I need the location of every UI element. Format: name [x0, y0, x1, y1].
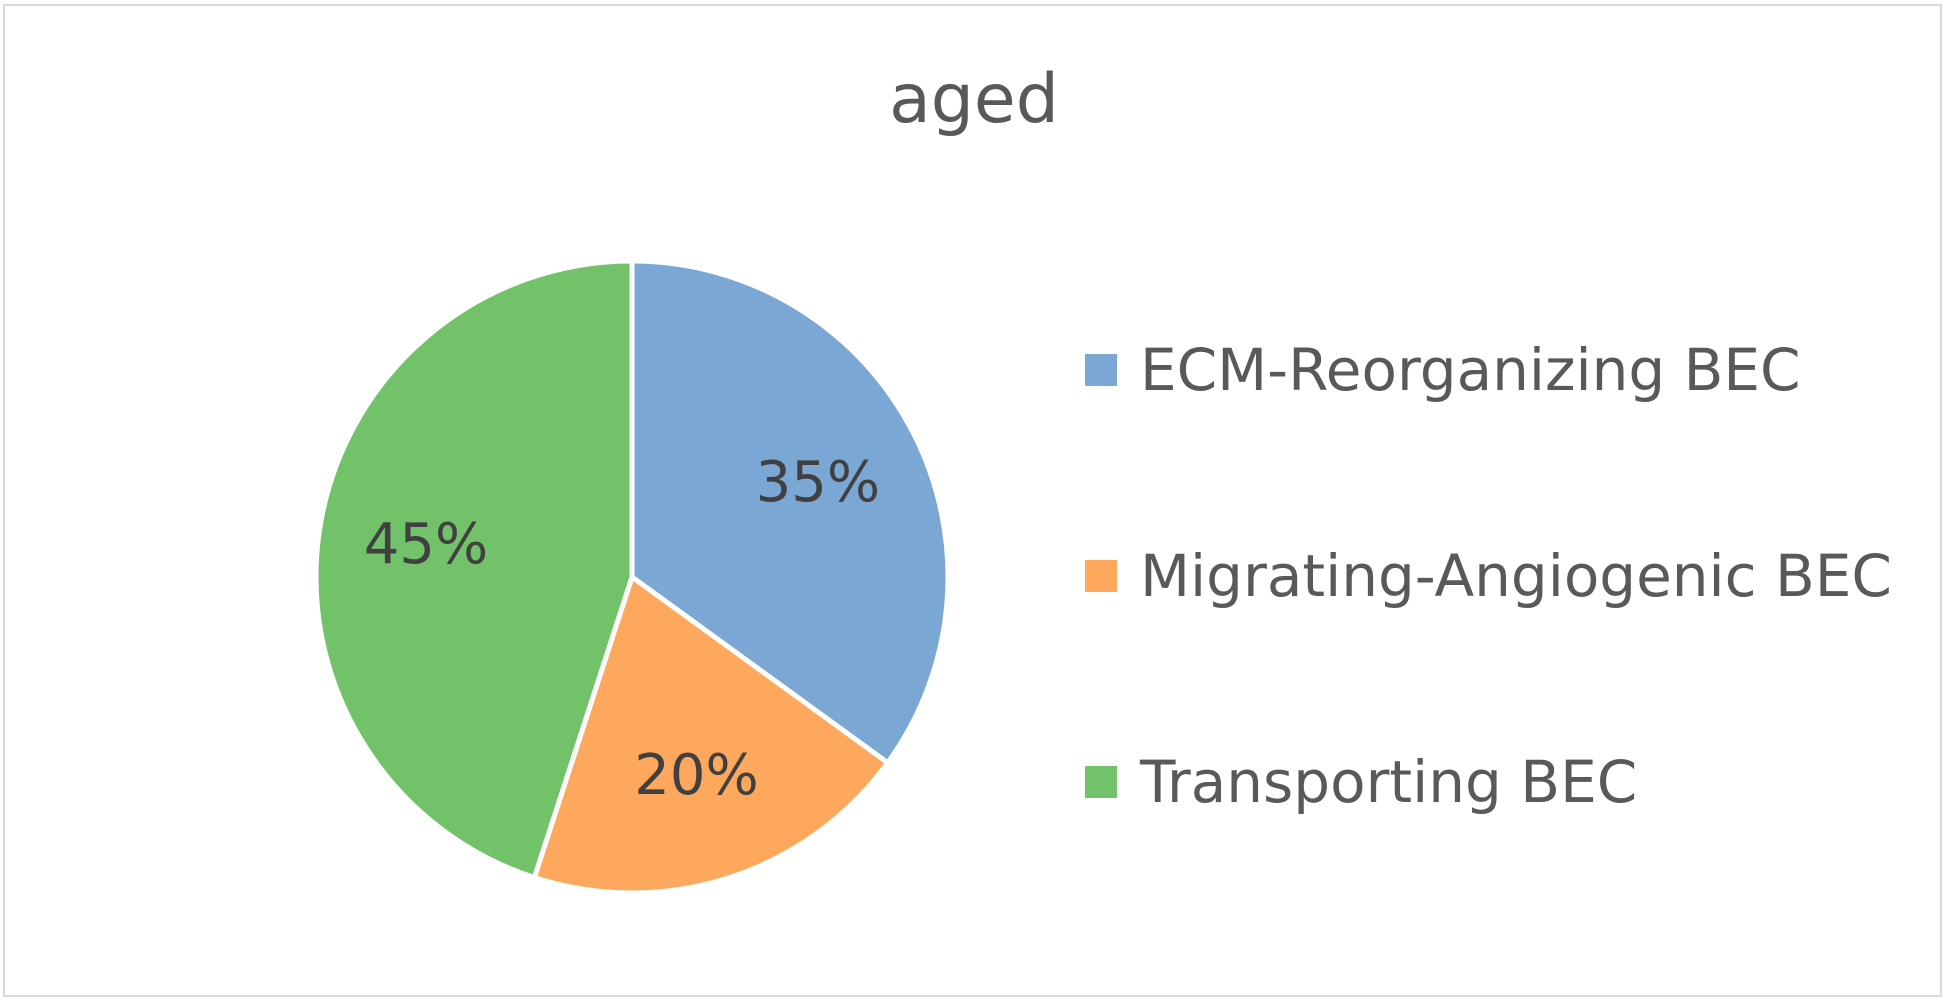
legend-label: Transporting BEC	[1139, 748, 1637, 816]
legend-swatch	[1085, 766, 1117, 798]
data-label-ecm-reorganizing-bec: 35%	[756, 450, 880, 515]
legend-item-transporting-bec: Transporting BEC	[1085, 748, 1637, 816]
legend-swatch	[1085, 354, 1117, 386]
legend-label: Migrating-Angiogenic BEC	[1140, 542, 1892, 610]
data-label-migrating-angiogenic-bec: 20%	[634, 743, 758, 808]
legend-item-ecm-reorganizing-bec: ECM-Reorganizing BEC	[1085, 336, 1801, 404]
legend-label: ECM-Reorganizing BEC	[1140, 336, 1801, 404]
legend-swatch	[1085, 560, 1117, 592]
pie-slices	[313, 258, 951, 896]
chart-title: aged	[889, 60, 1059, 139]
legend-item-migrating-angiogenic-bec: Migrating-Angiogenic BEC	[1085, 542, 1892, 610]
data-label-transporting-bec: 45%	[364, 512, 488, 577]
pie-slice-transporting-bec	[313, 258, 635, 881]
pie-slice-ecm-reorganizing-bec	[629, 258, 951, 766]
legend: ECM-Reorganizing BEC Migrating-Angiogenic…	[1085, 336, 1892, 816]
pie-data-labels: 35% 20% 45%	[364, 450, 880, 808]
pie-slice-migrating-angiogenic-bec	[531, 574, 891, 896]
